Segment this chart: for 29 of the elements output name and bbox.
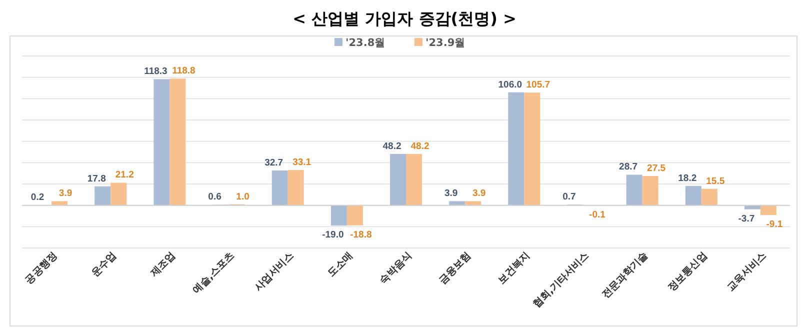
legend-label: '23.9월 [426, 37, 466, 49]
data-label: 21.2 [115, 170, 134, 181]
data-label: 18.2 [678, 172, 697, 184]
data-label: 118.8 [172, 66, 196, 77]
data-label: -19.0 [322, 230, 344, 241]
data-label: 118.3 [144, 66, 168, 78]
data-label: 3.9 [472, 188, 486, 200]
chart-title: < 산업별 가입자 증감(천명) > [292, 9, 516, 28]
data-label: -3.7 [738, 213, 755, 224]
data-label: 15.5 [706, 176, 726, 187]
data-label: 32.7 [264, 157, 284, 168]
data-label: 105.7 [526, 80, 550, 91]
data-label: 106.0 [498, 79, 522, 90]
data-label: -9.1 [766, 219, 784, 230]
data-label: 28.7 [619, 162, 638, 173]
data-label: 33.1 [292, 157, 312, 168]
legend-label: '23.8월 [346, 37, 386, 49]
data-label: 0.2 [30, 192, 44, 204]
data-label: 27.5 [647, 163, 666, 174]
data-label: 48.2 [382, 140, 402, 152]
data-label: 17.8 [87, 173, 106, 184]
data-label: 0.7 [562, 192, 576, 203]
data-label: -18.8 [350, 229, 372, 240]
data-label: -0.1 [589, 209, 606, 220]
data-label: 1.0 [236, 191, 250, 202]
data-label: 48.2 [410, 140, 430, 152]
data-label: 3.9 [444, 188, 458, 200]
data-label: 0.6 [208, 192, 222, 203]
data-label: 3.9 [58, 188, 72, 200]
